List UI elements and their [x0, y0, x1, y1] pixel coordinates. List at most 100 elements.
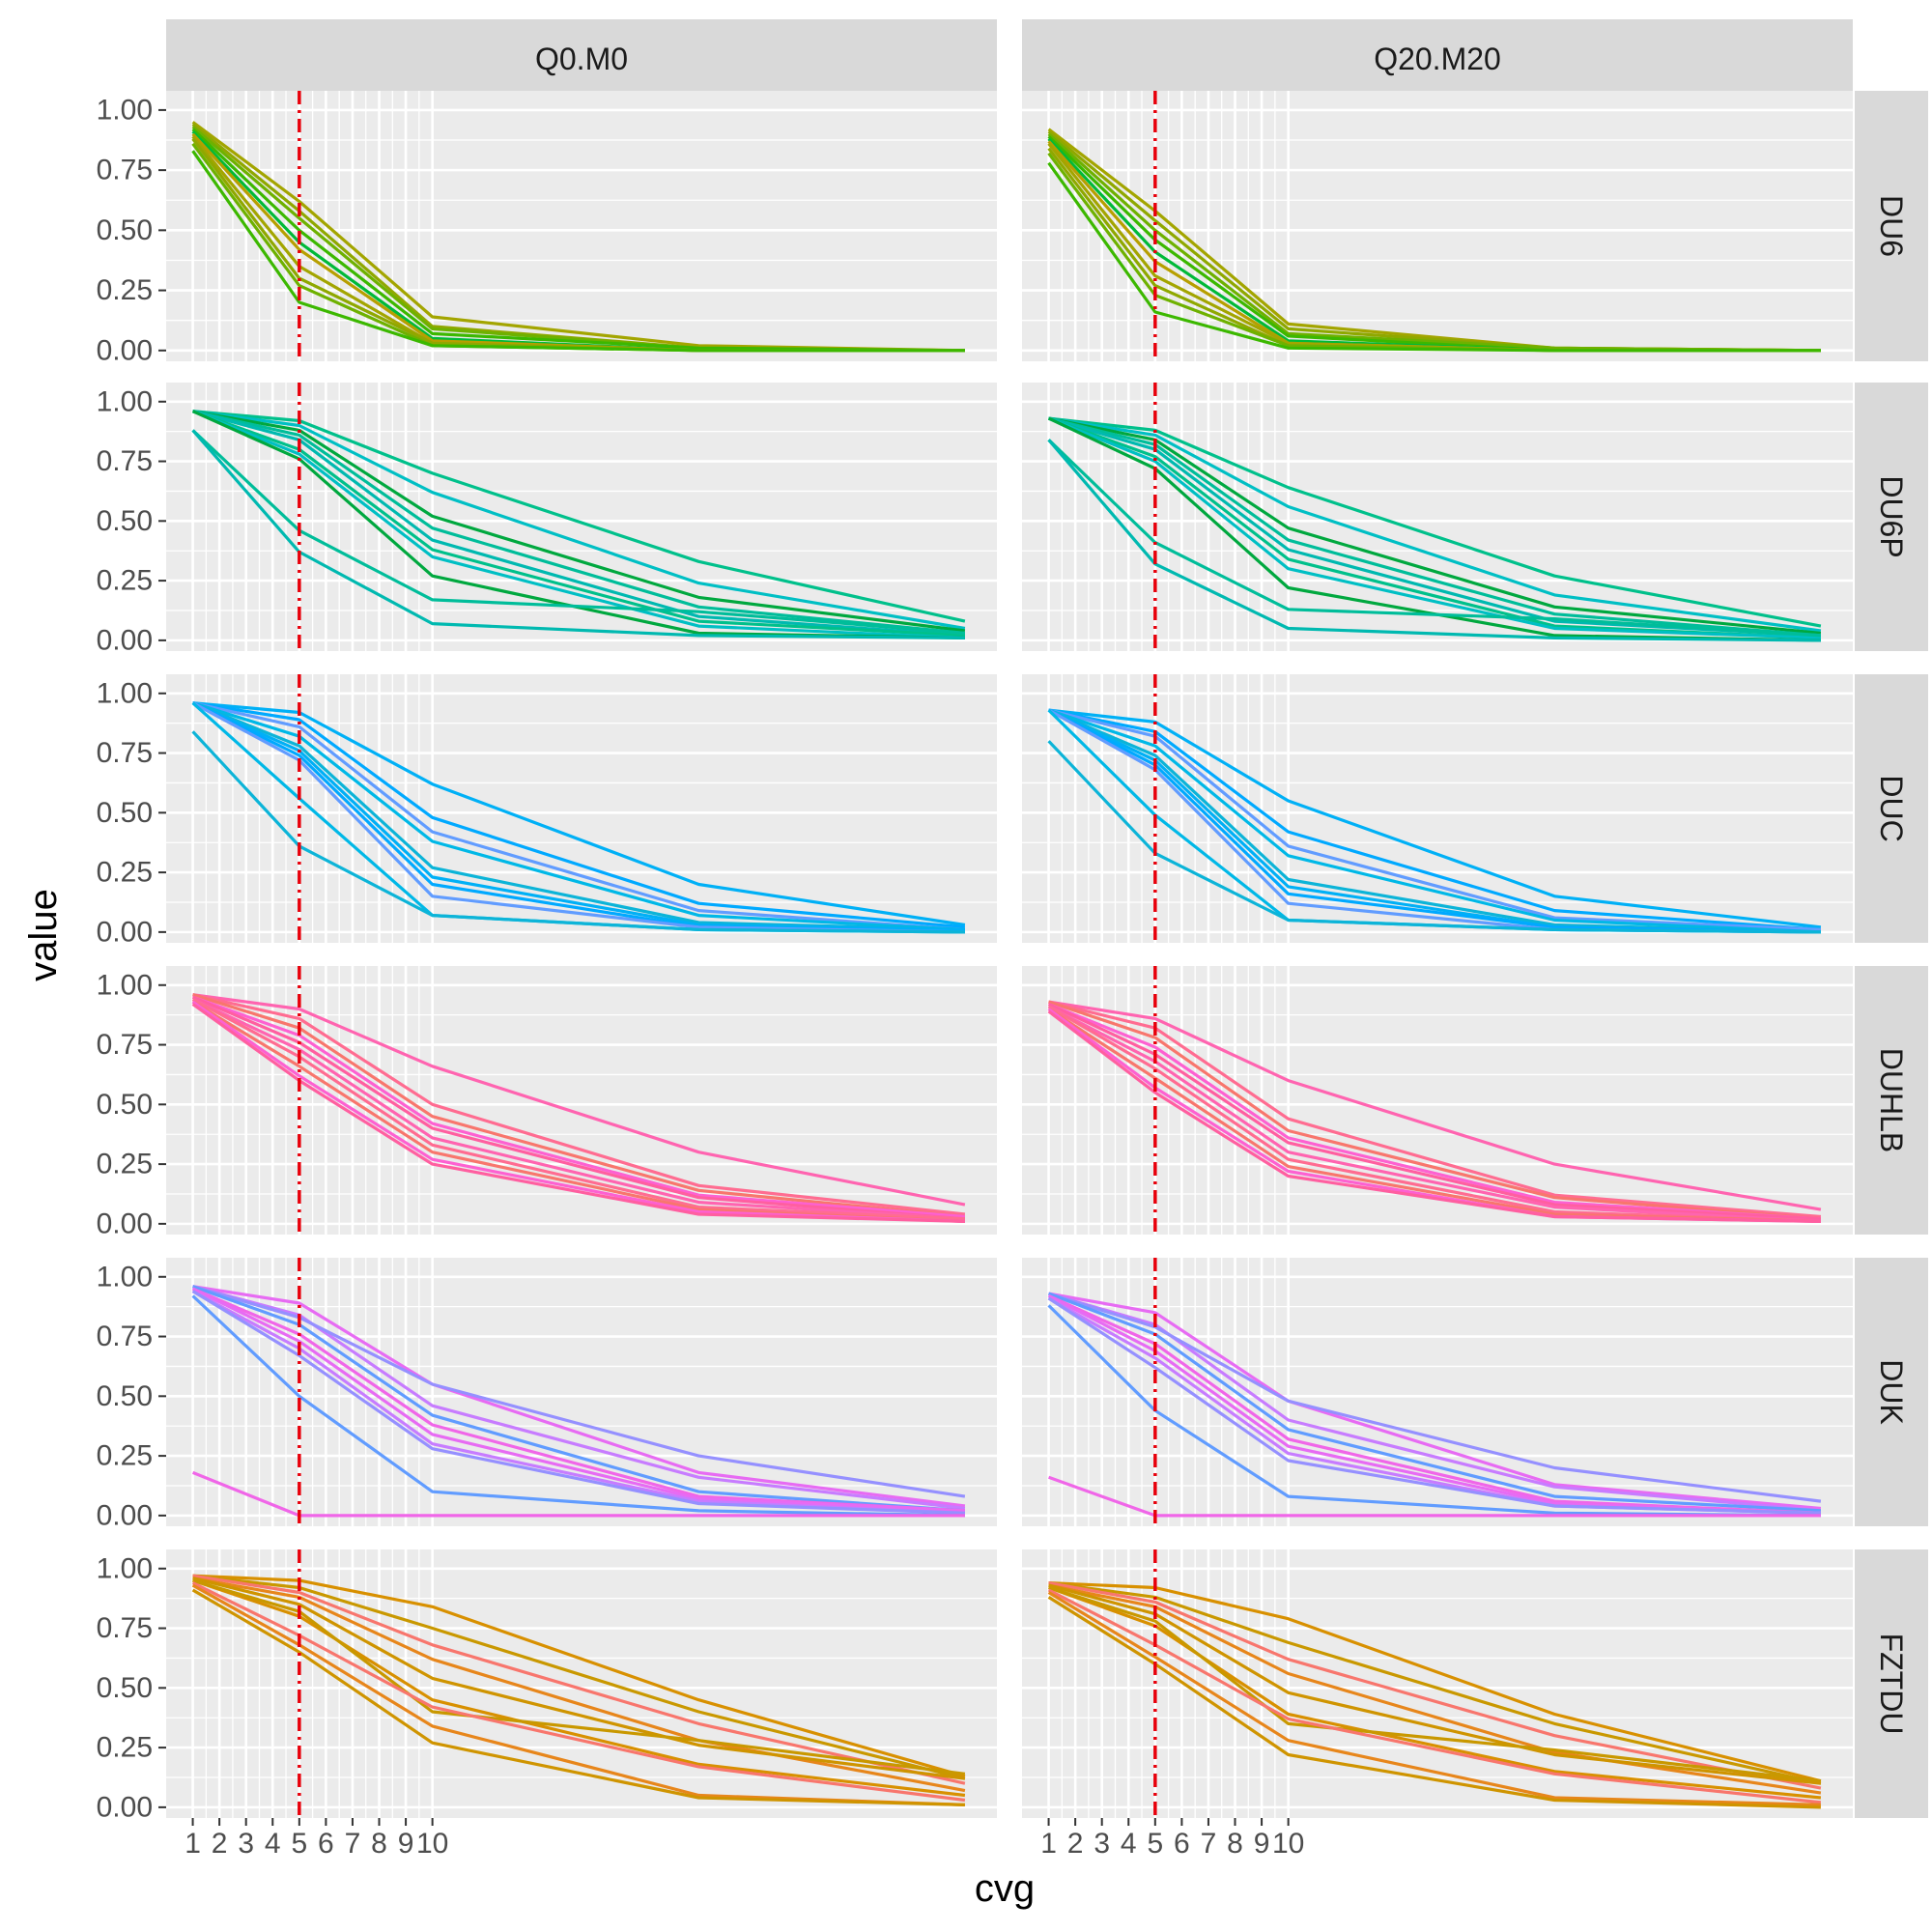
panel-du6-q20-m20 [1022, 91, 1853, 361]
series-line [1048, 708, 1822, 929]
x-tick-label: 4 [265, 1828, 281, 1860]
y-tick-label: 1.00 [97, 677, 153, 709]
series-line [1048, 416, 1821, 639]
x-tick-label: 1 [1040, 1828, 1057, 1860]
y-tick-label: 0.75 [97, 445, 153, 477]
column-strip [1022, 19, 1853, 91]
row-strip-label: DUHLB [1874, 1048, 1909, 1152]
y-axis-title: value [22, 889, 65, 981]
x-tick-label: 8 [1227, 1828, 1243, 1860]
x-tick-label: 8 [371, 1828, 387, 1860]
series-line [192, 410, 966, 633]
series-line [192, 1577, 966, 1780]
panel-du6-q0-m0 [166, 91, 997, 361]
y-tick-label: 1.00 [97, 969, 153, 1001]
row-strip [1855, 1258, 1928, 1526]
series-line [191, 121, 965, 353]
x-tick-label: 3 [238, 1828, 254, 1860]
series-line [192, 410, 966, 636]
y-tick-label: 0.00 [97, 1499, 153, 1531]
y-tick-label: 0.25 [97, 1149, 153, 1180]
y-tick-label: 1.00 [97, 385, 153, 417]
panel-background [166, 91, 997, 361]
x-tick-label: 10 [1272, 1828, 1304, 1860]
y-tick-label: 0.50 [97, 797, 153, 829]
row-strip [1855, 674, 1928, 943]
x-tick-label: 1 [185, 1828, 201, 1860]
series-line [191, 150, 965, 353]
series-line [192, 1470, 965, 1518]
series-line [191, 429, 966, 636]
series-line [1048, 416, 1822, 636]
series-line [192, 1285, 966, 1498]
series-line [1047, 1304, 1821, 1518]
series-line [1048, 416, 1822, 638]
series-line [1047, 1005, 1821, 1223]
series-line [1048, 1581, 1822, 1790]
row-strip-label: DUK [1874, 1359, 1909, 1425]
series-line [1048, 1583, 1822, 1795]
y-tick-label: 0.50 [97, 1380, 153, 1412]
series-line [192, 410, 965, 639]
y-tick-label: 0.50 [97, 1672, 153, 1704]
series-line [191, 1290, 965, 1515]
x-tick-label: 2 [1067, 1828, 1084, 1860]
row-strip [1855, 966, 1928, 1235]
series-line [192, 410, 966, 638]
y-tick-label: 0.25 [97, 274, 153, 306]
series-line [1047, 1296, 1821, 1515]
series-line [1047, 1005, 1821, 1223]
y-tick-label: 0.25 [97, 1732, 153, 1764]
x-tick-label: 2 [212, 1828, 228, 1860]
column-strip [166, 19, 997, 91]
series-line [1048, 1000, 1822, 1211]
series-line [1047, 439, 1821, 642]
series-line [191, 701, 965, 931]
series-line [192, 410, 966, 631]
panel-fztdu-q0-m0 [166, 1549, 997, 1818]
series-line [1048, 708, 1821, 934]
series-line [192, 1285, 966, 1513]
series-line [1047, 1591, 1821, 1806]
series-line [1048, 1475, 1821, 1518]
panel-duhlb-q20-m20 [1022, 966, 1853, 1235]
series-line [1048, 416, 1822, 633]
y-tick-label: 0.50 [97, 1089, 153, 1121]
y-tick-label: 0.00 [97, 916, 153, 948]
x-tick-label: 10 [416, 1828, 448, 1860]
series-line [192, 993, 966, 1207]
series-line [1047, 416, 1821, 642]
panel-duc-q0-m0 [166, 674, 997, 943]
series-line [1047, 1003, 1821, 1221]
strips-layer: Q0.M0 Q20.M20 DU6 DU6P DUC DUHLB DUK FZTDU [166, 19, 1928, 1818]
panel-duk-q0-m0 [166, 1258, 997, 1526]
series-line [191, 1588, 965, 1806]
series-line [191, 701, 965, 934]
series-line [191, 995, 966, 1221]
series-line [1047, 439, 1822, 638]
series-line [1048, 416, 1821, 638]
row-strip [1855, 1549, 1928, 1818]
x-tick-label: 5 [1147, 1828, 1163, 1860]
series-line [1048, 1000, 1822, 1221]
series-line [192, 993, 966, 1216]
series-line [1048, 1585, 1822, 1783]
series-line [191, 1000, 965, 1223]
y-tick-label: 0.25 [97, 565, 153, 597]
series-line [1047, 161, 1821, 353]
y-tick-label: 1.00 [97, 1552, 153, 1584]
y-tick-label: 0.75 [97, 737, 153, 769]
series-line [1047, 1588, 1822, 1804]
series-line [1048, 708, 1822, 931]
series-line [191, 1003, 965, 1223]
series-line [1047, 1294, 1821, 1515]
series-line [1047, 1009, 1821, 1223]
series-line [1048, 1581, 1822, 1785]
series-line [192, 993, 966, 1219]
x-tick-label: 7 [1201, 1828, 1217, 1860]
y-tick-label: 0.75 [97, 1612, 153, 1644]
panel-duk-q20-m20 [1022, 1258, 1853, 1526]
series-line [1048, 1583, 1822, 1785]
series-line [192, 701, 966, 931]
